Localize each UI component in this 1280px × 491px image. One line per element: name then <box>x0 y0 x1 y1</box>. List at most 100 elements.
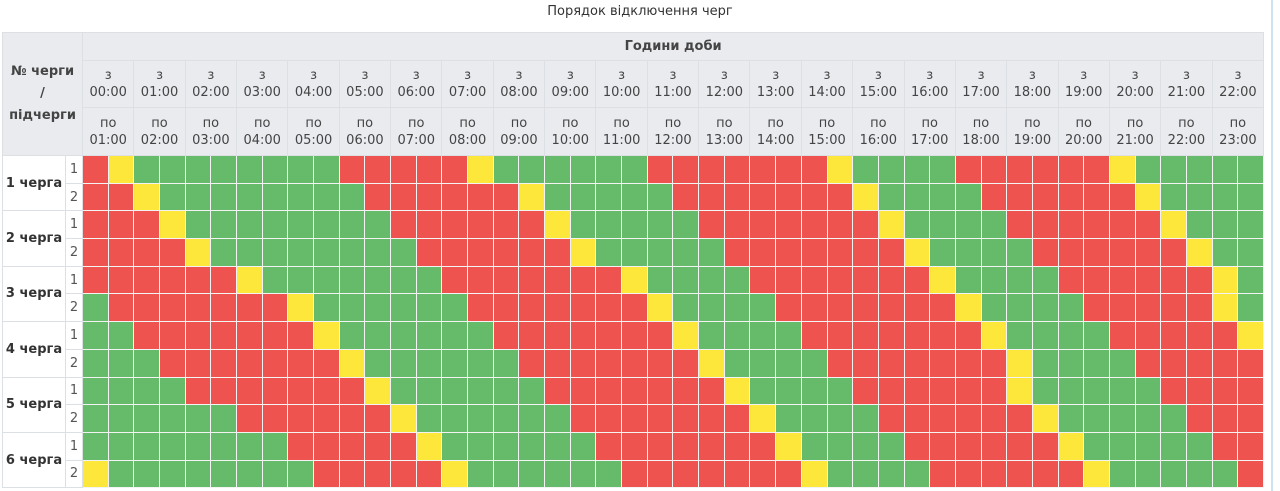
hour-from-header: з 11:00 <box>646 60 700 108</box>
schedule-cell-off <box>646 459 674 489</box>
schedule-cell-off <box>184 321 212 350</box>
schedule-cell-off <box>1083 182 1110 212</box>
schedule-cell-off <box>595 348 623 378</box>
schedule-cell-on <box>287 210 315 240</box>
schedule-cell-off <box>775 182 802 212</box>
schedule-cell-on <box>775 321 802 350</box>
from-prefix: з <box>464 68 472 83</box>
schedule-cell-on <box>877 182 905 212</box>
schedule-cell-off <box>775 265 802 295</box>
schedule-cell-possible <box>184 238 212 267</box>
schedule-cell-off <box>852 265 879 295</box>
schedule-cell-on <box>313 265 340 295</box>
from-prefix: з <box>412 68 420 83</box>
schedule-cell-off <box>1134 210 1162 240</box>
schedule-cell-off <box>1108 238 1136 267</box>
schedule-cell-on <box>1057 376 1085 406</box>
table-row: 5 черга 1 <box>2 376 1265 433</box>
schedule-cell-on <box>1237 265 1265 295</box>
schedule-cell-off <box>826 265 854 295</box>
schedule-cell-possible <box>1134 182 1162 212</box>
schedule-cell-on <box>390 321 417 350</box>
schedule-cell-off <box>1108 265 1136 295</box>
from-prefix: з <box>1182 68 1190 83</box>
schedule-cell-off <box>621 321 648 350</box>
to-prefix: по <box>921 115 938 131</box>
hour-from-header: з 21:00 <box>1160 60 1213 108</box>
schedule-cell-off <box>364 404 392 433</box>
schedule-cell-off <box>467 238 494 267</box>
schedule-cell-on <box>1083 321 1110 350</box>
schedule-cell-off <box>903 431 931 461</box>
schedule-cell-off <box>415 182 443 212</box>
to-time: 15:00 <box>808 132 846 148</box>
schedule-cell-on <box>82 321 109 350</box>
from-time: 21:00 <box>1167 85 1206 100</box>
schedule-cell-on <box>1031 293 1059 323</box>
schedule-cell-on <box>903 155 931 184</box>
to-prefix: по <box>1178 115 1195 131</box>
schedule-cell-off <box>1211 348 1239 378</box>
schedule-cell-on <box>595 210 623 240</box>
schedule-cell-on <box>1160 431 1187 461</box>
schedule-cell-on <box>159 459 186 489</box>
schedule-cell-on <box>1185 182 1213 212</box>
subqueue-label: 2 <box>64 348 84 378</box>
from-time: 20:00 <box>1116 85 1154 100</box>
hour-from-header: з 19:00 <box>1057 60 1110 108</box>
schedule-cell-on <box>1211 210 1239 240</box>
schedule-cell-off <box>698 376 725 406</box>
schedule-cell-on <box>390 348 417 378</box>
schedule-cell-off <box>159 293 186 323</box>
schedule-cell-on <box>287 238 315 267</box>
schedule-cell-possible <box>698 348 725 378</box>
schedule-cell-off <box>723 431 751 461</box>
schedule-cell-on <box>1185 155 1213 184</box>
schedule-cell-off <box>1211 431 1239 461</box>
schedule-cell-off <box>1134 348 1162 378</box>
hour-from-header: з 02:00 <box>184 60 238 108</box>
schedule-cell-on <box>723 293 751 323</box>
schedule-cell-off <box>467 293 494 323</box>
schedule-cell-on <box>723 348 751 378</box>
schedule-cell-possible <box>338 348 366 378</box>
from-prefix: з <box>361 68 369 83</box>
schedule-cell-off <box>1211 321 1239 350</box>
schedule-cell-on <box>236 182 263 212</box>
schedule-cell-possible <box>544 210 571 240</box>
schedule-cell-on <box>903 182 931 212</box>
schedule-cell-off <box>621 431 648 461</box>
schedule-cell-off <box>980 348 1008 378</box>
to-prefix: по <box>972 115 990 131</box>
to-time: 11:00 <box>602 132 641 148</box>
hour-from-header: з 03:00 <box>236 60 289 108</box>
schedule-cell-on <box>107 348 135 378</box>
schedule-cell-off <box>544 321 571 350</box>
schedule-cell-on <box>107 376 135 406</box>
to-prefix: по <box>202 115 220 131</box>
page-title: Порядок відключення черг <box>547 4 733 19</box>
queue-label: 6 черга <box>2 431 66 489</box>
schedule-cell-off <box>852 210 879 240</box>
schedule-cell-off <box>672 182 700 212</box>
schedule-cell-on <box>364 265 392 295</box>
schedule-cell-on <box>775 404 802 433</box>
schedule-cell-off <box>441 182 469 212</box>
schedule-cell-on <box>338 265 366 295</box>
schedule-cell-on <box>826 459 854 489</box>
hour-from-header: з 07:00 <box>441 60 494 108</box>
schedule-cell-off <box>749 431 777 461</box>
schedule-cell-off <box>723 238 751 267</box>
schedule-cell-off <box>749 265 777 295</box>
schedule-cell-possible <box>1006 376 1033 406</box>
schedule-cell-off <box>1031 238 1059 267</box>
schedule-cell-off <box>749 182 777 212</box>
schedule-cell-off <box>313 459 340 489</box>
schedule-cell-on <box>313 182 340 212</box>
hour-from-header: з 09:00 <box>544 60 597 108</box>
subqueue-label: 1 <box>64 265 84 295</box>
schedule-cell-off <box>1057 459 1085 489</box>
schedule-cell-on <box>1108 348 1136 378</box>
from-time: 01:00 <box>140 85 179 100</box>
schedule-cell-on <box>903 210 931 240</box>
